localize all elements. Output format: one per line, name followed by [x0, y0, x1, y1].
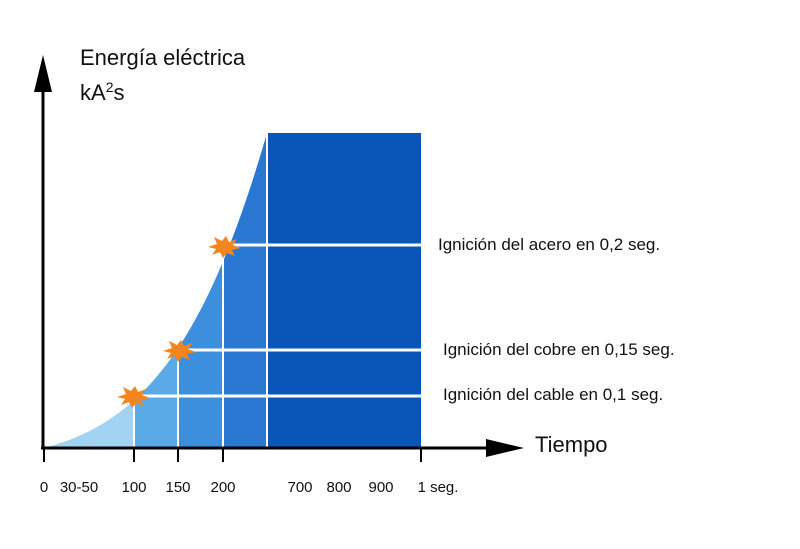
- area-band-700-1s: [267, 133, 421, 447]
- tick-label: 800: [326, 479, 351, 496]
- tick-label: 30-50: [60, 479, 98, 496]
- tick-label: 0: [40, 479, 48, 496]
- level-label-acero: Ignición del acero en 0,2 seg.: [438, 235, 660, 254]
- spark-burst-icon: [208, 236, 241, 258]
- area-band-150-200: [178, 133, 223, 447]
- level-label-cable: Ignición del cable en 0,1 seg.: [443, 385, 663, 404]
- tick-label: 1 seg.: [418, 479, 459, 496]
- tick-label: 700: [287, 479, 312, 496]
- level-lines: [140, 243, 424, 398]
- tick-label: 100: [121, 479, 146, 496]
- x-axis-arrow-icon: [486, 439, 524, 457]
- tick-label: 900: [368, 479, 393, 496]
- level-label-cobre: Ignición del cobre en 0,15 seg.: [443, 340, 675, 359]
- spark-markers: [117, 236, 241, 408]
- y-axis-unit: kA2s: [80, 79, 124, 105]
- axes: [34, 55, 524, 457]
- x-tick-marks: [43, 448, 422, 462]
- x-tick-labels: 0 30-50 100 150 200 700 800 900 1 seg.: [40, 479, 459, 496]
- x-axis-title: Tiempo: [535, 432, 608, 457]
- y-axis-title: Energía eléctrica: [80, 45, 246, 70]
- tick-label: 150: [165, 479, 190, 496]
- area-band-0-100: [47, 133, 134, 447]
- spark-burst-icon: [163, 340, 196, 362]
- y-axis-arrow-icon: [34, 55, 52, 92]
- area-band-200-700: [223, 133, 267, 447]
- area-bands: [47, 133, 421, 447]
- spark-burst-icon: [117, 386, 150, 408]
- tick-label: 200: [210, 479, 235, 496]
